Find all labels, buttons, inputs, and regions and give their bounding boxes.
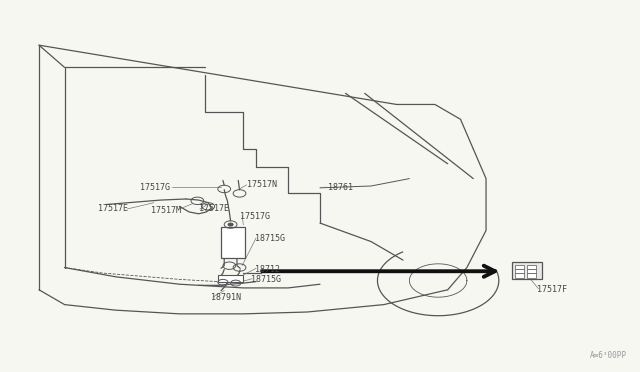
Text: 17517E: 17517E [99, 205, 129, 214]
Bar [221, 227, 245, 258]
Bar [515, 269, 524, 273]
Bar [515, 273, 524, 278]
Text: 18712: 18712 [255, 265, 280, 274]
Bar [515, 264, 524, 269]
Text: 18761: 18761 [328, 183, 353, 192]
Bar [511, 262, 542, 279]
Bar [218, 275, 243, 282]
Text: 17517M: 17517M [151, 206, 180, 215]
Text: 18715G: 18715G [255, 234, 285, 243]
Bar [527, 273, 536, 278]
Text: 17517N: 17517N [246, 180, 276, 189]
Text: 18715G: 18715G [251, 275, 281, 284]
Bar [527, 264, 536, 269]
Text: 17517G: 17517G [140, 183, 170, 192]
Text: 17517G: 17517G [240, 212, 270, 221]
Text: A∞6³00PP: A∞6³00PP [589, 351, 627, 360]
Text: 17517F: 17517F [537, 285, 567, 294]
Circle shape [228, 223, 233, 226]
Text: 18791N: 18791N [211, 294, 241, 302]
Bar [527, 269, 536, 273]
Text: 17517E: 17517E [198, 205, 228, 214]
